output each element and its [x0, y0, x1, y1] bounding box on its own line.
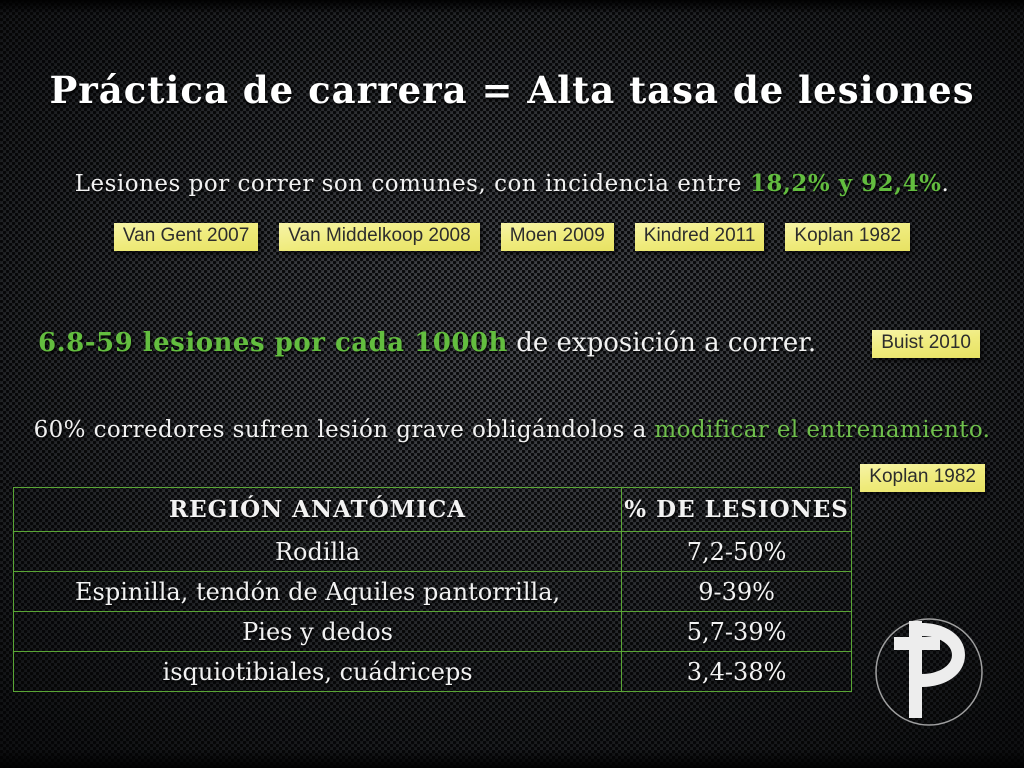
citation-badge-buist: Buist 2010	[872, 330, 980, 358]
table-cell-region: Pies y dedos	[12, 611, 623, 652]
exposure-rate-statement: 6.8-59 lesiones por cada 1000h de exposi…	[38, 328, 816, 358]
table-header-row: REGIÓN ANATÓMICA % DE LESIONES	[12, 487, 852, 532]
severe-injury-text-post: .	[982, 417, 991, 443]
table-cell-region: Rodilla	[12, 531, 623, 572]
slide-title: Práctica de carrera = Alta tasa de lesio…	[49, 68, 975, 112]
severe-injury-text-pre: 60% corredores sufren lesión grave oblig…	[33, 417, 655, 443]
table-row: Pies y dedos 5,7-39%	[12, 611, 852, 652]
table-cell-percent: 7,2-50%	[621, 531, 852, 572]
table-header-region: REGIÓN ANATÓMICA	[12, 487, 623, 532]
incidence-range-highlight: 18,2% y 92,4%	[749, 170, 942, 197]
citation-badge-van-gent: Van Gent 2007	[113, 223, 259, 251]
exposure-rate-text: de exposición a correr.	[507, 328, 817, 358]
citation-badge-koplan-2: Koplan 1982	[860, 464, 985, 492]
table-row: Espinilla, tendón de Aquiles pantorrilla…	[12, 571, 852, 612]
table-row: Rodilla 7,2-50%	[12, 531, 852, 572]
incidence-text-post: .	[941, 171, 950, 197]
table-header-percent: % DE LESIONES	[621, 487, 852, 532]
citation-badge-kindred: Kindred 2011	[634, 223, 765, 251]
severe-injury-statement: 60% corredores sufren lesión grave oblig…	[0, 417, 1024, 443]
citation-badge-koplan: Koplan 1982	[785, 223, 911, 251]
table-cell-percent: 3,4-38%	[621, 651, 852, 692]
citation-badge-van-middelkoop: Van Middelkoop 2008	[279, 223, 480, 251]
table-row: isquiotibiales, cuádriceps 3,4-38%	[12, 651, 852, 692]
incidence-text-pre: Lesiones por correr son comunes, con inc…	[74, 171, 750, 197]
injury-region-table: REGIÓN ANATÓMICA % DE LESIONES Rodilla 7…	[12, 487, 852, 692]
table-cell-region: isquiotibiales, cuádriceps	[12, 651, 623, 692]
table-cell-percent: 5,7-39%	[621, 611, 852, 652]
citations-row: Van Gent 2007 Van Middelkoop 2008 Moen 2…	[0, 223, 1024, 251]
exposure-rate-highlight: 6.8-59 lesiones por cada 1000h	[38, 328, 508, 358]
tp-monogram-logo-icon	[875, 618, 983, 726]
table-cell-region: Espinilla, tendón de Aquiles pantorrilla…	[12, 571, 623, 612]
incidence-statement: Lesiones por correr son comunes, con inc…	[0, 170, 1024, 197]
severe-injury-highlight: modificar el entrenamiento	[654, 417, 983, 443]
table-cell-percent: 9-39%	[621, 571, 852, 612]
citation-badge-moen: Moen 2009	[500, 223, 614, 251]
